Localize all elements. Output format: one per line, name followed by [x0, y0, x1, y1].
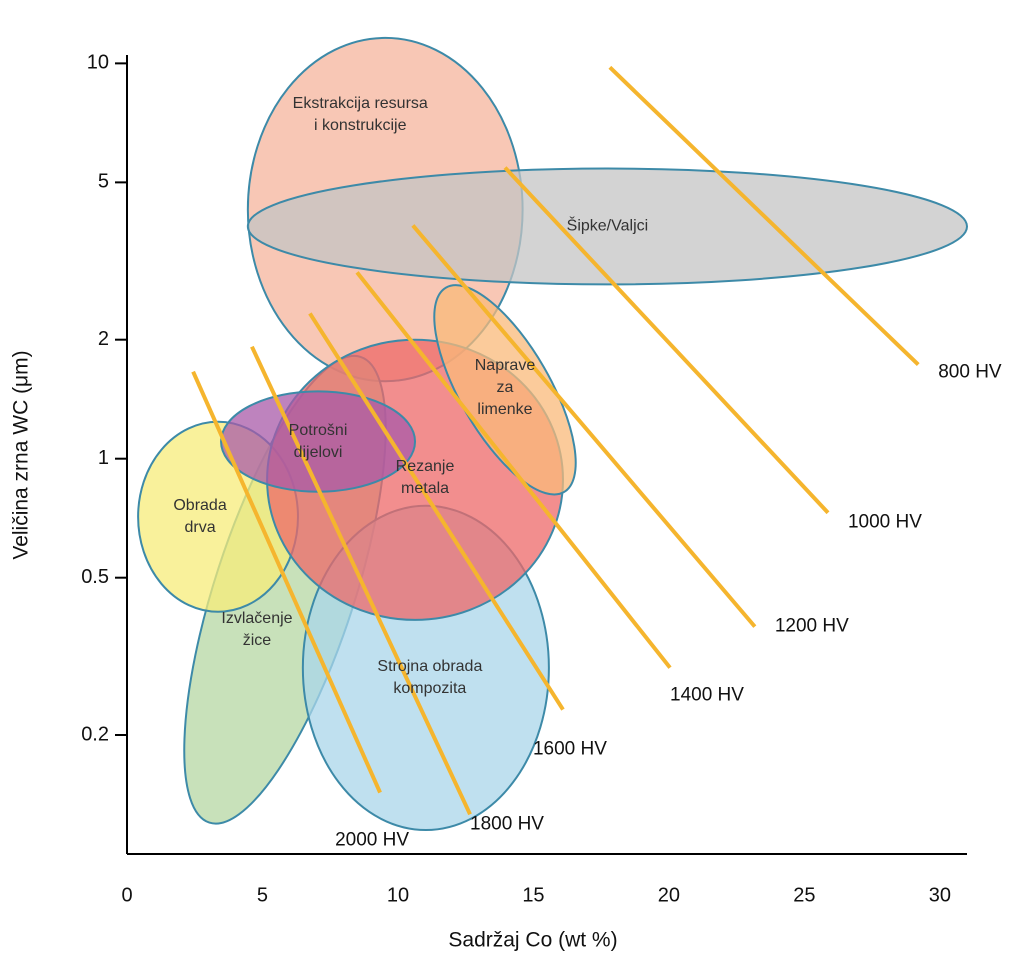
hardness-line: [355, 271, 672, 669]
x-tick-label: 20: [658, 884, 680, 906]
x-tick-label: 0: [121, 884, 132, 906]
hardness-line: [608, 65, 920, 367]
region-label: metala: [401, 480, 449, 497]
region-label: Rezanje: [396, 458, 455, 475]
y-axis-label: Veličina zrna WC (μm): [10, 350, 33, 559]
x-tick-label: 25: [793, 884, 815, 906]
hardness-label: 800 HV: [938, 362, 1002, 383]
region: [246, 167, 968, 286]
y-tick-label: 5: [98, 171, 109, 193]
region-label: žice: [243, 632, 272, 649]
hardness-line: [191, 370, 382, 794]
labels: Ekstrakcija resursa i konstrukcije Šipke/V…: [173, 95, 1002, 851]
hardness-label: 2000 HV: [335, 830, 409, 851]
hardness-line: [503, 166, 830, 515]
hardness-line: [411, 224, 757, 628]
x-tick-label: 30: [929, 884, 951, 906]
hardness-line: [250, 345, 472, 816]
region-label: dijelovi: [294, 444, 343, 461]
y-tick-label: 0.5: [81, 566, 109, 588]
x-axis-label: Sadržaj Co (wt %): [448, 929, 617, 952]
hardness-label: 1800 HV: [470, 813, 544, 834]
x-tick-label: 10: [387, 884, 409, 906]
region-label: Naprave: [475, 357, 536, 374]
hardness-lines: [191, 65, 920, 816]
y-tick-label: 1: [98, 447, 109, 469]
region-label: kompozita: [393, 680, 466, 697]
y-tick-label: 10: [87, 52, 109, 74]
region-label: Šipke/Valjci: [567, 216, 649, 235]
region-label: Strojna obrada: [377, 658, 482, 675]
region-label: drva: [184, 519, 215, 536]
x-tick-label: 5: [257, 884, 268, 906]
hardness-label: 1400 HV: [670, 685, 744, 706]
region-label: za: [497, 379, 514, 396]
regions: [137, 36, 968, 832]
region-label: Izvlačenje: [221, 610, 292, 627]
region-label: limenke: [477, 401, 532, 418]
region: [220, 390, 417, 493]
y-tick-label: 2: [98, 328, 109, 350]
hardness-label: 1000 HV: [848, 512, 922, 533]
hardness-label: 1600 HV: [533, 739, 607, 760]
region-label: Potrošni: [289, 422, 348, 439]
region-label: Ekstrakcija resursa: [293, 95, 428, 112]
hardness-line: [308, 312, 565, 711]
hardness-label: 1200 HV: [775, 616, 849, 637]
region-label: i konstrukcije: [314, 117, 407, 134]
y-tick-label: 0.2: [81, 723, 109, 745]
region-label: Obrada: [173, 497, 226, 514]
x-tick-label: 15: [522, 884, 544, 906]
